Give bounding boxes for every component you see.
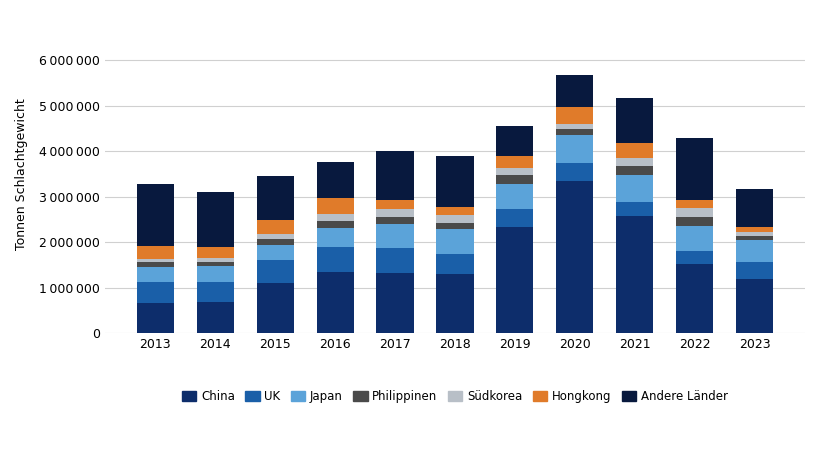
- Bar: [676, 138, 713, 200]
- Bar: [376, 217, 413, 223]
- Bar: [676, 251, 713, 264]
- Bar: [376, 223, 413, 248]
- Bar: [316, 162, 353, 198]
- Bar: [316, 213, 353, 221]
- Bar: [137, 304, 174, 333]
- Bar: [676, 217, 713, 226]
- Bar: [555, 107, 593, 125]
- Bar: [316, 198, 353, 213]
- Bar: [555, 74, 593, 107]
- Bar: [256, 220, 293, 234]
- Bar: [197, 247, 233, 258]
- Bar: [137, 184, 174, 246]
- Bar: [676, 264, 713, 333]
- Bar: [137, 267, 174, 282]
- Bar: [436, 274, 473, 333]
- Bar: [555, 181, 593, 333]
- Bar: [676, 200, 713, 207]
- Bar: [316, 272, 353, 333]
- Bar: [735, 262, 772, 280]
- Bar: [555, 125, 593, 130]
- Bar: [256, 239, 293, 245]
- Bar: [316, 227, 353, 247]
- Bar: [615, 216, 653, 333]
- Bar: [735, 226, 772, 232]
- Bar: [256, 283, 293, 333]
- Bar: [376, 200, 413, 209]
- Bar: [436, 229, 473, 255]
- Bar: [137, 246, 174, 259]
- Bar: [137, 262, 174, 267]
- Bar: [495, 168, 533, 175]
- Y-axis label: Tonnen Schlachtgewicht: Tonnen Schlachtgewicht: [15, 98, 28, 250]
- Bar: [676, 226, 713, 251]
- Bar: [615, 143, 653, 158]
- Bar: [735, 232, 772, 236]
- Legend: China, UK, Japan, Philippinen, Südkorea, Hongkong, Andere Länder: China, UK, Japan, Philippinen, Südkorea,…: [182, 390, 727, 404]
- Bar: [735, 280, 772, 333]
- Bar: [436, 207, 473, 215]
- Bar: [436, 255, 473, 274]
- Bar: [197, 262, 233, 266]
- Bar: [376, 209, 413, 217]
- Bar: [256, 176, 293, 220]
- Bar: [376, 248, 413, 273]
- Bar: [436, 215, 473, 222]
- Bar: [436, 156, 473, 207]
- Bar: [197, 302, 233, 333]
- Bar: [555, 135, 593, 163]
- Bar: [735, 189, 772, 226]
- Bar: [197, 282, 233, 302]
- Bar: [256, 245, 293, 260]
- Bar: [676, 207, 713, 217]
- Bar: [495, 175, 533, 184]
- Bar: [197, 192, 233, 247]
- Bar: [615, 202, 653, 216]
- Bar: [495, 209, 533, 227]
- Bar: [495, 227, 533, 333]
- Bar: [137, 282, 174, 304]
- Bar: [615, 158, 653, 166]
- Bar: [495, 126, 533, 156]
- Bar: [376, 151, 413, 200]
- Bar: [555, 163, 593, 181]
- Bar: [316, 221, 353, 227]
- Bar: [197, 266, 233, 282]
- Bar: [197, 258, 233, 262]
- Bar: [735, 241, 772, 262]
- Bar: [735, 236, 772, 241]
- Bar: [256, 260, 293, 283]
- Bar: [316, 247, 353, 272]
- Bar: [256, 234, 293, 239]
- Bar: [376, 273, 413, 333]
- Bar: [615, 166, 653, 175]
- Bar: [615, 98, 653, 143]
- Bar: [555, 130, 593, 135]
- Bar: [137, 259, 174, 262]
- Bar: [495, 156, 533, 168]
- Bar: [495, 184, 533, 209]
- Bar: [436, 222, 473, 229]
- Bar: [615, 175, 653, 202]
